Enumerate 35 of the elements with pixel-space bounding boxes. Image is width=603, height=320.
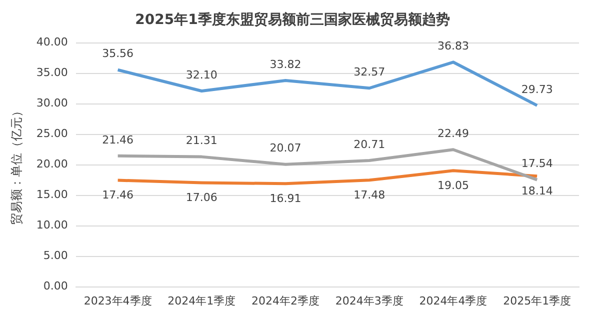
x-tick-label: 2023年4季度 (84, 294, 152, 308)
data-label: 20.07 (270, 142, 302, 155)
y-tick-label: 10.00 (36, 218, 68, 232)
data-label: 32.57 (354, 65, 386, 78)
x-tick-label: 2024年1季度 (168, 294, 236, 308)
x-tick-label: 2024年2季度 (252, 294, 320, 308)
data-label: 36.83 (437, 39, 469, 52)
y-tick-label: 5.00 (43, 249, 68, 262)
data-label: 20.71 (354, 138, 386, 151)
data-label: 29.73 (521, 82, 553, 96)
y-tick-label: 25.00 (36, 127, 68, 140)
y-tick-label: 20.00 (36, 158, 68, 171)
y-axis-title: 贸易额：单位（亿元） (9, 104, 24, 225)
data-label: 17.54 (521, 157, 553, 170)
data-label: 32.10 (186, 68, 218, 82)
data-label: 17.06 (186, 191, 218, 204)
data-label: 17.46 (102, 188, 134, 202)
chart-title: 2025年1季度东盟贸易额前三国家医械贸易额趋势 (135, 11, 450, 28)
data-label: 22.49 (437, 126, 469, 140)
x-tick-label: 2025年1季度 (503, 294, 572, 308)
y-tick-label: 35.00 (36, 66, 68, 80)
y-tick-label: 15.00 (36, 188, 68, 202)
data-label: 18.14 (521, 184, 553, 198)
x-tick-label: 2024年4季度 (419, 294, 488, 308)
data-label: 35.56 (102, 47, 134, 60)
y-tick-label: 0.00 (43, 280, 68, 293)
y-tick-label: 30.00 (36, 96, 68, 110)
x-tick-label: 2024年3季度 (335, 294, 404, 308)
data-label: 21.46 (102, 133, 134, 146)
y-tick-label: 40.00 (36, 36, 68, 49)
data-label: 33.82 (270, 58, 302, 71)
data-label: 16.91 (270, 192, 302, 206)
data-label: 17.48 (354, 188, 386, 202)
data-label: 19.05 (437, 178, 469, 192)
data-label: 21.31 (186, 134, 218, 148)
